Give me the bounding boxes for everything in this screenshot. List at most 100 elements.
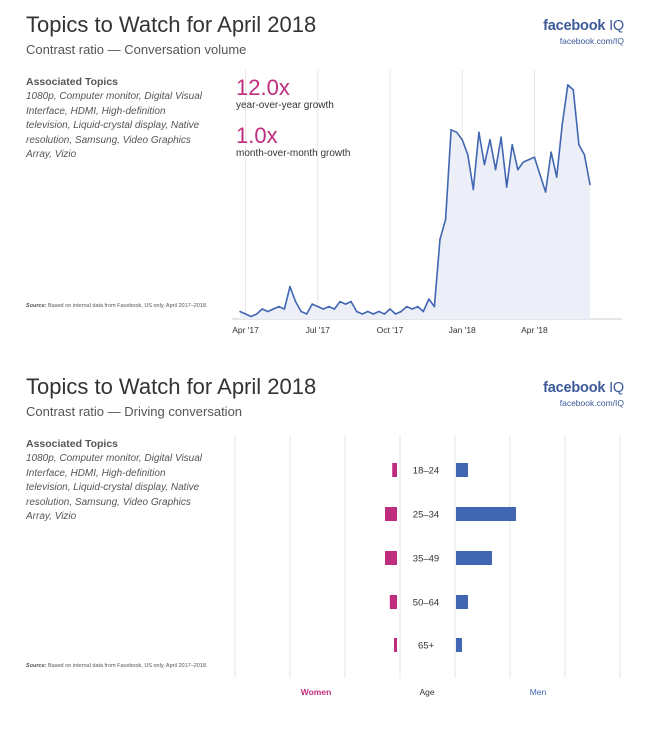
data-point	[489, 138, 491, 141]
associated-topics: Associated Topics 1080p, Computer monito…	[26, 76, 211, 163]
brand-suffix: IQ	[609, 380, 624, 396]
facebook-iq-logo: facebook IQ facebook.com/IQ	[543, 18, 624, 46]
chart-subtitle: Contrast ratio — Conversation volume	[26, 42, 247, 57]
men-bar	[456, 595, 468, 609]
data-point	[383, 313, 386, 315]
data-point	[433, 305, 436, 308]
data-point	[428, 298, 430, 300]
x-tick-label: Jan '18	[449, 325, 476, 335]
data-point	[528, 158, 530, 161]
data-point	[294, 300, 297, 303]
data-point	[578, 143, 580, 146]
data-point	[455, 131, 458, 134]
data-point	[422, 310, 425, 313]
age-category-label: 35–49	[413, 554, 439, 565]
data-point	[394, 313, 397, 315]
men-bar	[456, 463, 468, 477]
women-bar	[385, 507, 397, 521]
x-tick-label: Oct '17	[377, 325, 404, 335]
men-bar	[456, 638, 462, 652]
data-point	[516, 168, 519, 171]
topics-list: 1080p, Computer monitor, Digital Visual …	[26, 91, 203, 160]
legend-women: Women	[301, 687, 332, 697]
source-note: Source: Based on internal data from Face…	[26, 302, 226, 310]
mom-growth-label: month-over-month growth	[236, 148, 351, 159]
area-fill	[240, 84, 590, 320]
women-bar	[389, 595, 397, 609]
data-point	[350, 300, 352, 303]
source-note: Source: Based on internal data from Face…	[26, 662, 226, 670]
data-point	[300, 310, 302, 313]
data-point	[505, 186, 508, 188]
data-point	[539, 173, 541, 176]
data-point	[239, 310, 241, 313]
legend-age: Age	[419, 687, 434, 697]
data-point	[366, 310, 369, 313]
yoy-growth-label: year-over-year growth	[236, 100, 334, 111]
source-text: Based on internal data from Facebook, US…	[48, 663, 208, 669]
data-point	[278, 305, 280, 308]
brand-name: facebook IQ	[543, 18, 624, 34]
men-bar	[456, 551, 492, 565]
source-text: Based on internal data from Facebook, US…	[48, 303, 208, 309]
topics-heading: Associated Topics	[26, 438, 118, 450]
data-point	[544, 191, 547, 193]
topics-heading: Associated Topics	[26, 76, 118, 88]
data-point	[483, 163, 486, 166]
page-title: Topics to Watch for April 2018	[26, 374, 317, 399]
facebook-iq-logo: facebook IQ facebook.com/IQ	[543, 380, 624, 408]
brand-word: facebook	[543, 380, 606, 396]
data-point	[583, 153, 586, 156]
age-category-label: 18–24	[413, 466, 439, 477]
data-point	[333, 308, 336, 310]
age-gender-chart: 18–24 25–34 35–49 50–64 65+ Women Age Men	[234, 435, 621, 697]
data-point	[561, 123, 564, 126]
x-tick-label: Jul '17	[306, 325, 331, 335]
brand-url: facebook.com/IQ	[559, 398, 624, 408]
data-point	[533, 156, 536, 158]
x-tick-label: Apr '17	[232, 325, 259, 335]
data-point	[272, 308, 275, 310]
brand-url: facebook.com/IQ	[559, 36, 624, 46]
data-point	[450, 128, 452, 131]
data-point	[511, 143, 514, 146]
data-point	[344, 303, 347, 305]
data-point	[244, 313, 247, 315]
x-tick-label: Apr '18	[521, 325, 548, 335]
data-point	[283, 308, 286, 310]
conversation-volume-panel: Topics to Watch for April 2018 Contrast …	[0, 0, 650, 350]
women-bar	[394, 638, 397, 652]
data-point	[494, 168, 497, 171]
data-point	[305, 313, 308, 315]
data-point	[389, 308, 391, 310]
data-point	[572, 89, 575, 91]
data-point	[250, 315, 252, 318]
data-point	[400, 310, 402, 313]
data-point	[522, 161, 525, 163]
data-point	[316, 305, 319, 308]
yoy-growth-stat: 12.0x year-over-year growth	[236, 76, 334, 112]
page-title: Topics to Watch for April 2018	[26, 12, 317, 37]
brand-word: facebook	[543, 18, 606, 34]
data-point	[466, 153, 469, 156]
women-bar	[385, 551, 397, 565]
data-point	[444, 218, 447, 221]
data-point	[322, 308, 325, 310]
data-point	[550, 151, 552, 153]
associated-topics: Associated Topics 1080p, Computer monito…	[26, 438, 211, 525]
data-point	[378, 310, 380, 313]
age-category-label: 50–64	[413, 598, 439, 609]
age-category-label: 65+	[418, 641, 435, 652]
driving-conversation-panel: Topics to Watch for April 2018 Contrast …	[0, 362, 650, 737]
data-point	[261, 308, 264, 310]
data-point	[461, 138, 464, 141]
source-label: Source:	[26, 303, 47, 309]
age-category-label: 25–34	[413, 510, 439, 521]
data-point	[405, 305, 408, 308]
data-point	[339, 300, 341, 303]
data-point	[439, 238, 441, 241]
source-label: Source:	[26, 663, 47, 669]
data-point	[311, 303, 314, 305]
series-line	[239, 84, 591, 318]
data-point	[555, 176, 558, 178]
